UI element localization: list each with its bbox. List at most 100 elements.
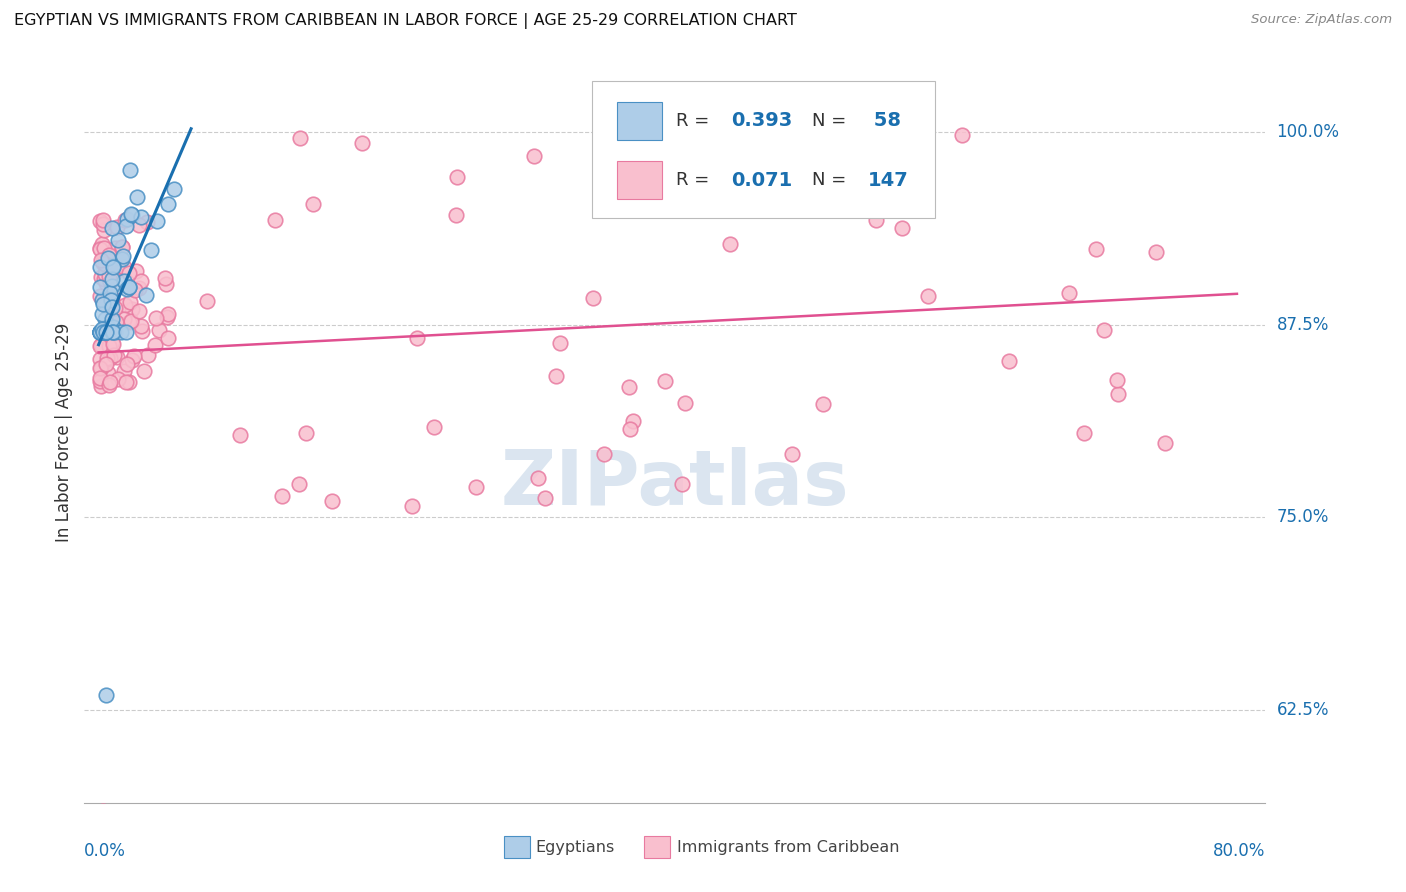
Point [101, 279, 124, 293]
Point [93, 222, 115, 236]
Point [1154, 436, 1177, 450]
Point [401, 500, 423, 514]
Point [111, 240, 134, 254]
Point [114, 213, 136, 227]
Point [91, 322, 114, 336]
Text: 58: 58 [868, 112, 901, 130]
Point [444, 209, 467, 223]
Point [101, 221, 124, 235]
Text: 80.0%: 80.0% [1213, 842, 1265, 860]
Point [405, 331, 427, 345]
Point [118, 279, 141, 293]
Point [91, 297, 114, 311]
Point [89, 214, 111, 228]
Point [115, 326, 138, 340]
Point [97, 251, 120, 265]
Point [104, 301, 127, 316]
Point [89, 326, 111, 340]
Point [124, 283, 146, 297]
Point [103, 260, 125, 275]
Point [1085, 242, 1108, 256]
FancyBboxPatch shape [592, 81, 935, 218]
Point [131, 324, 153, 338]
Point [115, 357, 138, 371]
Point [288, 130, 311, 145]
Point [523, 148, 546, 162]
Point [139, 243, 162, 257]
Point [100, 335, 122, 350]
Text: 100.0%: 100.0% [1277, 123, 1340, 141]
Point [94, 257, 117, 271]
Point [114, 298, 136, 312]
Point [122, 349, 145, 363]
Point [654, 374, 676, 388]
Point [91, 326, 114, 340]
Point [105, 315, 128, 329]
Point [94, 296, 117, 310]
Point [533, 491, 555, 505]
Point [101, 326, 124, 340]
Point [94, 312, 117, 326]
Point [621, 413, 644, 427]
Point [105, 219, 128, 234]
Point [98, 351, 121, 365]
Text: EGYPTIAN VS IMMIGRANTS FROM CARIBBEAN IN LABOR FORCE | AGE 25-29 CORRELATION CHA: EGYPTIAN VS IMMIGRANTS FROM CARIBBEAN IN… [14, 13, 797, 29]
Point [135, 214, 157, 228]
Point [89, 326, 111, 340]
Text: 87.5%: 87.5% [1277, 316, 1329, 334]
Point [145, 310, 167, 325]
Point [101, 268, 124, 283]
Point [90, 338, 112, 352]
Text: 0.0%: 0.0% [84, 842, 127, 860]
Point [271, 489, 294, 503]
Point [89, 242, 111, 256]
Point [89, 289, 111, 303]
Point [111, 249, 134, 263]
Point [91, 212, 114, 227]
Point [128, 218, 150, 232]
Point [91, 256, 114, 270]
Point [90, 293, 112, 307]
Point [114, 364, 136, 378]
Point [156, 307, 179, 321]
Point [110, 252, 132, 266]
Point [129, 210, 152, 224]
Text: 0.393: 0.393 [731, 112, 793, 130]
Point [101, 291, 124, 305]
Point [118, 295, 141, 310]
Text: R =: R = [676, 171, 716, 189]
Point [89, 361, 111, 376]
Point [288, 476, 311, 491]
Point [104, 326, 127, 340]
Point [98, 249, 121, 263]
Point [163, 182, 186, 196]
Point [98, 375, 121, 389]
Point [93, 272, 115, 286]
Point [98, 299, 121, 313]
Point [321, 494, 343, 508]
Point [114, 219, 136, 234]
Text: N =: N = [811, 171, 852, 189]
Point [592, 447, 614, 461]
Bar [617, 102, 662, 140]
Bar [503, 836, 530, 858]
Point [103, 265, 125, 279]
Point [156, 310, 179, 324]
Point [89, 326, 111, 340]
Point [94, 262, 117, 277]
Point [121, 301, 143, 316]
Point [156, 331, 179, 345]
Point [91, 217, 114, 231]
Point [865, 213, 887, 227]
Point [91, 253, 114, 268]
Point [131, 318, 153, 333]
Point [90, 326, 112, 340]
Point [103, 337, 125, 351]
Point [111, 240, 134, 254]
Point [128, 303, 150, 318]
Point [132, 364, 155, 378]
Point [97, 378, 120, 392]
Point [97, 268, 120, 283]
Point [98, 275, 121, 289]
Point [94, 293, 117, 308]
